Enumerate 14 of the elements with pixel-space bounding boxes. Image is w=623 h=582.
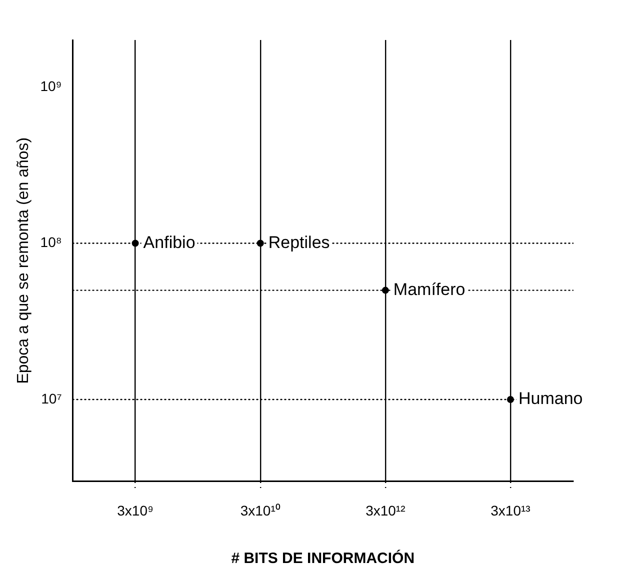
annotation: Reptiles xyxy=(268,232,330,252)
y-tick-label: 10⁷ xyxy=(41,390,62,406)
y-tick-label: 10⁸ xyxy=(40,234,62,250)
x-tick-label: 3x10¹⁰ xyxy=(240,502,280,518)
x-tick-label: 3x10⁹ xyxy=(117,502,154,518)
annotation: Anfibio xyxy=(143,232,196,252)
x-tick-label: 3x10¹³ xyxy=(490,502,531,518)
y-tick-label: 10⁹ xyxy=(40,78,62,94)
y-axis-title: Epoca a que se remonta (en años) xyxy=(15,137,32,384)
annotation: Mamífero xyxy=(393,280,466,299)
point xyxy=(506,396,514,404)
x-tick-label: 3x10¹² xyxy=(366,502,406,518)
annotation: Humano xyxy=(518,389,583,408)
x-axis-title: # BITS DE INFORMACIÓN xyxy=(231,549,415,568)
